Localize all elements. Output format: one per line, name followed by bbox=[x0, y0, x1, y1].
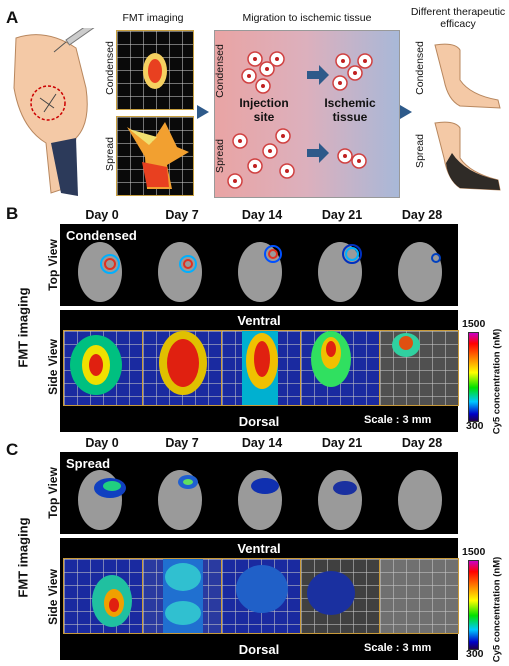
day-label-c3: Day 21 bbox=[321, 436, 363, 450]
dorsal-label-b: Dorsal bbox=[238, 414, 280, 429]
day-label-b1: Day 7 bbox=[165, 208, 199, 222]
side-view-label-b: Side View bbox=[46, 339, 60, 395]
hindlimb-injection-illustration bbox=[13, 28, 99, 196]
cbar-label-c: Cy5 concentration (nM) bbox=[491, 556, 503, 663]
arrow-to-efficacy bbox=[400, 105, 412, 119]
ventral-label-c: Ventral bbox=[237, 541, 281, 556]
side-heatmap-b3 bbox=[300, 330, 380, 406]
day-label-c4: Day 28 bbox=[401, 436, 443, 450]
spread-label-a2: Spread bbox=[214, 139, 226, 173]
fmt-imaging-header: FMT imaging bbox=[122, 12, 184, 24]
cbar-max-b: 1500 bbox=[462, 318, 486, 330]
migration-header: Migration to ischemic tissue bbox=[242, 12, 372, 24]
ventral-label-b: Ventral bbox=[237, 313, 281, 328]
condensed-label-a1: Condensed bbox=[104, 41, 116, 95]
fmt-imaging-label-b: FMT imaging bbox=[15, 287, 31, 368]
side-heatmap-c2 bbox=[221, 558, 301, 634]
arrow-to-migration bbox=[197, 105, 209, 119]
group-label-condensed: Condensed bbox=[66, 228, 137, 243]
migration-tissue-panel bbox=[214, 30, 400, 198]
dorsal-label-c: Dorsal bbox=[238, 642, 280, 657]
day-label-b0: Day 0 bbox=[85, 208, 119, 222]
top-view-panel-b: Condensed bbox=[60, 224, 458, 306]
day-label-b3: Day 21 bbox=[321, 208, 363, 222]
panel-c-label: C bbox=[6, 440, 19, 459]
day-label-b2: Day 14 bbox=[241, 208, 283, 222]
condensed-label-a2: Condensed bbox=[214, 44, 226, 98]
side-heatmap-c4 bbox=[379, 558, 459, 634]
day-label-c1: Day 7 bbox=[165, 436, 199, 450]
scale-label-b: Scale : 3 mm bbox=[364, 414, 432, 426]
fmt-imaging-label-c: FMT imaging bbox=[15, 517, 31, 598]
efficacy-header: Different therapeutic efficacy bbox=[410, 6, 506, 30]
colorbar-c bbox=[468, 560, 479, 650]
panel-a-label: A bbox=[6, 8, 19, 27]
cbar-label-b: Cy5 concentration (nM) bbox=[491, 328, 503, 435]
spread-label-a3: Spread bbox=[414, 134, 426, 168]
side-view-label-c: Side View bbox=[46, 569, 60, 625]
cbar-min-c: 300 bbox=[466, 648, 484, 660]
day-label-c0: Day 0 bbox=[85, 436, 119, 450]
spread-label-a1: Spread bbox=[104, 137, 116, 171]
necrotic-limb-illustration bbox=[434, 121, 501, 191]
ischemic-tissue-label: Ischemic tissue bbox=[324, 96, 376, 124]
top-view-label-b: Top View bbox=[46, 239, 60, 291]
top-view-panel-c: Spread bbox=[60, 452, 458, 534]
cbar-min-b: 300 bbox=[466, 420, 484, 432]
side-heatmap-b4 bbox=[379, 330, 459, 406]
injection-site-label: Injection site bbox=[239, 96, 289, 124]
scale-label-c: Scale : 3 mm bbox=[364, 642, 432, 654]
colorbar-b bbox=[468, 332, 479, 422]
panel-b-label: B bbox=[6, 204, 19, 223]
side-heatmap-c1 bbox=[142, 558, 222, 634]
side-heatmap-c0 bbox=[63, 558, 143, 634]
top-view-label-c: Top View bbox=[46, 467, 60, 519]
side-heatmap-b2 bbox=[221, 330, 301, 406]
cbar-max-c: 1500 bbox=[462, 546, 486, 558]
condensed-label-a3: Condensed bbox=[414, 41, 426, 95]
fmt-condensed-image bbox=[116, 30, 194, 110]
fmt-spread-image bbox=[116, 116, 194, 196]
side-heatmap-c3 bbox=[300, 558, 380, 634]
day-label-c2: Day 14 bbox=[241, 436, 283, 450]
side-heatmap-b1 bbox=[142, 330, 222, 406]
day-label-b4: Day 28 bbox=[401, 208, 443, 222]
group-label-spread: Spread bbox=[66, 456, 111, 471]
side-heatmap-b0 bbox=[63, 330, 143, 406]
healthy-limb-illustration bbox=[434, 43, 501, 109]
